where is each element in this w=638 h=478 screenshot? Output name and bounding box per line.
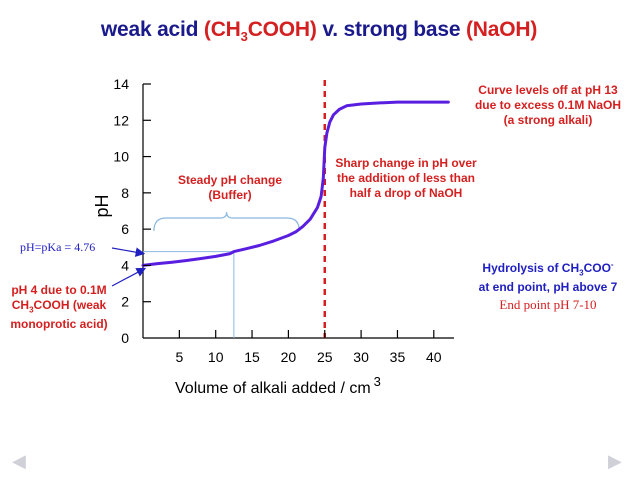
x-tick-label: 10 xyxy=(208,349,224,365)
buffer-line-2: (Buffer) xyxy=(208,188,252,202)
chart-ticks: 0 2 4 6 8 10 12 14 5 10 15 20 25 30 35 40 xyxy=(113,76,441,365)
chart-axes xyxy=(142,84,454,339)
sharp-change-annotation: Sharp change in pH over the addition of … xyxy=(320,156,492,201)
y-tick-label: 2 xyxy=(121,294,129,310)
next-slide-icon[interactable]: ▶ xyxy=(608,451,622,471)
y-tick-label: 8 xyxy=(121,185,129,201)
ph4-line-1: pH 4 due to 0.1M xyxy=(11,283,107,297)
pka-annotation: pH=pKa = 4.76 xyxy=(20,240,96,254)
y-tick-label: 6 xyxy=(121,221,129,237)
x-axis-label: Volume of alkali added / cm 3 xyxy=(175,374,381,397)
levels-off-line-3: (a strong alkali) xyxy=(503,113,593,127)
x-tick-label: 30 xyxy=(353,349,369,365)
x-tick-label: 15 xyxy=(244,349,260,365)
levels-off-annotation: Curve levels off at pH 13 due to excess … xyxy=(462,83,634,128)
pka-arrow xyxy=(111,247,146,257)
previous-slide-icon[interactable]: ◀ xyxy=(12,451,26,471)
title-part1: weak acid xyxy=(100,18,204,41)
x-tick-label: 5 xyxy=(175,349,183,365)
title-part2: v. strong base xyxy=(316,18,466,41)
hydrolysis-annotation: Hydrolysis of CH3COO- at end point, pH a… xyxy=(463,257,633,295)
chart-guides xyxy=(111,211,300,338)
sharp-change-line-1: Sharp change in pH over xyxy=(335,156,477,170)
y-tick-label: 10 xyxy=(113,149,129,165)
hydrolysis-line-1: Hydrolysis of CH3COO- xyxy=(482,260,614,278)
ph4-line-3: monoprotic acid) xyxy=(10,317,108,332)
titration-curve xyxy=(141,100,450,267)
sharp-change-line-2: the addition of less than xyxy=(336,171,475,185)
buffer-line-1: Steady pH change xyxy=(177,173,283,187)
chart-axis-labels: pH Volume of alkali added / cm 3 xyxy=(92,194,381,397)
title-acid-formula: (CH3COOH) xyxy=(203,18,317,45)
y-axis-label: pH xyxy=(92,194,112,217)
y-tick-label: 4 xyxy=(121,257,129,273)
levels-off-line-1: Curve levels off at pH 13 xyxy=(478,83,618,97)
x-tick-label: 40 xyxy=(426,349,442,365)
hydrolysis-line-2: at end point, pH above 7 xyxy=(478,280,618,295)
ph4-arrow xyxy=(111,267,147,287)
series-line-0 xyxy=(141,100,450,267)
ph4-line-2: CH3COOH (weak xyxy=(11,298,107,315)
x-tick-label: 35 xyxy=(390,349,406,365)
buffer-bracket xyxy=(153,211,300,232)
y-tick-label: 0 xyxy=(121,330,129,346)
title-base-formula: (NaOH) xyxy=(465,18,538,41)
y-tick-label: 12 xyxy=(113,112,129,128)
buffer-annotation: Steady pH change (Buffer) xyxy=(165,173,295,203)
levels-off-line-2: due to excess 0.1M NaOH xyxy=(474,98,622,112)
ph4-annotation: pH 4 due to 0.1M CH3COOH (weak monoproti… xyxy=(2,283,116,332)
x-tick-label: 25 xyxy=(317,349,333,365)
end-point-annotation: End point pH 7-10 xyxy=(499,297,597,312)
x-tick-label: 20 xyxy=(281,349,297,365)
chart-title: weak acid (CH3COOH) v. strong base (NaOH… xyxy=(0,18,638,44)
y-tick-label: 14 xyxy=(113,76,129,92)
sharp-change-line-3: half a drop of NaOH xyxy=(349,186,463,200)
